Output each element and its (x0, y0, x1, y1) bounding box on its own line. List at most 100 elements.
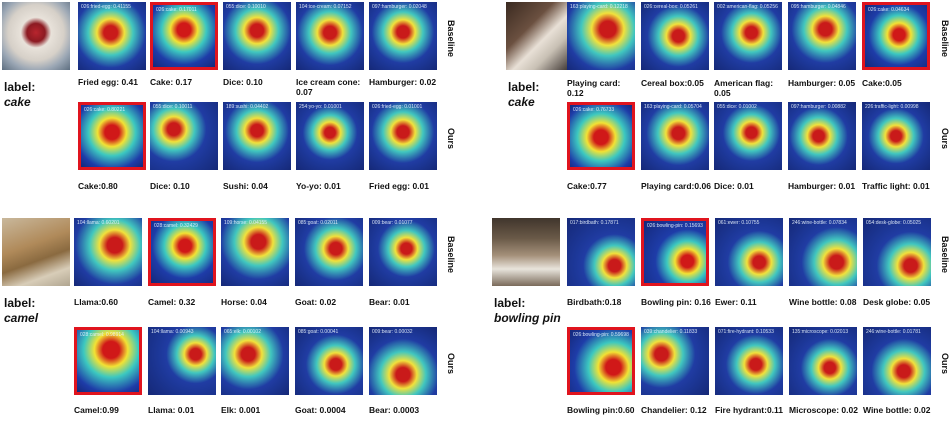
heatmap-image: 254:yo-yo: 0.01001 (296, 102, 364, 170)
label-word: label: (4, 80, 36, 94)
baseline-row-label: Baseline (446, 236, 456, 274)
prediction-caption: Goat: 0.02 (295, 297, 337, 307)
label-class: camel (4, 311, 39, 325)
heatmap-score-label: 071:fire-hydrant: 0.10533 (718, 329, 774, 335)
heatmap-image: 065:elk: 0.00102 (221, 327, 289, 395)
ours-row-label: Ours (940, 353, 950, 375)
heatmap-score-label: 039:chandelier: 0.11833 (644, 329, 698, 335)
heatmap-score-label: 135:microscope: 0.02013 (792, 329, 849, 335)
prediction-caption: Camel: 0.32 (148, 297, 196, 307)
selected-heatmap-image: 026:bowling-pin: 0.59698 (567, 327, 635, 395)
prediction-caption: Horse: 0.04 (221, 297, 267, 307)
baseline-row-label: Baseline (446, 20, 456, 58)
prediction-caption: Playing card: 0.12 (567, 78, 621, 98)
heatmap-score-label: 054:desk-globe: 0.05025 (866, 220, 922, 226)
prediction-caption: Hamburger: 0.01 (788, 181, 856, 191)
heatmap-image: 026:cereal-box: 0.05261 (641, 2, 709, 70)
heatmap-score-label: 026:cereal-box: 0.05261 (644, 4, 698, 10)
ours-row-label: Ours (940, 128, 950, 150)
heatmap-score-label: 246:wine-bottle: 0.07834 (792, 220, 847, 226)
heatmap-image: 009:bear: 0.01077 (369, 218, 437, 286)
ours-row-label: Ours (446, 353, 456, 375)
heatmap-score-label: 026:bowling-pin: 0.15693 (647, 223, 703, 229)
prediction-caption: Cake: 0.17 (150, 77, 193, 87)
prediction-caption: Chandelier: 0.12 (641, 405, 707, 415)
heatmap-score-label: 189:sushi: 0.04402 (226, 104, 269, 110)
heatmap-image: 189:sushi: 0.04402 (223, 102, 291, 170)
label-word: label: (508, 80, 540, 94)
heatmap-image: 097:hamburger: 0.02048 (369, 2, 437, 70)
prediction-caption: Hamburger: 0.05 (788, 78, 856, 88)
heatmap-image: 039:chandelier: 0.11833 (641, 327, 709, 395)
prediction-caption: Bear: 0.0003 (369, 405, 420, 415)
prediction-caption: Goat: 0.0004 (295, 405, 346, 415)
label-word: label: (494, 296, 526, 310)
heatmap-image: 226:traffic-light: 0.00998 (862, 102, 930, 170)
heatmap-image: 109:horse: 0.04155 (221, 218, 289, 286)
prediction-caption: Dice: 0.01 (714, 181, 754, 191)
prediction-caption: Fire hydrant:0.11 (715, 405, 784, 415)
prediction-caption: Wine bottle: 0.08 (789, 297, 857, 307)
selected-heatmap-image: 026:cake: 0.76733 (567, 102, 635, 170)
selected-heatmap-image: 026:cake: 0.80221 (78, 102, 146, 170)
heatmap-image: 135:microscope: 0.02013 (789, 327, 857, 395)
prediction-caption: Llama:0.60 (74, 297, 118, 307)
class-label: label: cake (508, 80, 578, 110)
original-image (492, 218, 560, 286)
heatmap-image: 055:dice: 0.10011 (150, 102, 218, 170)
heatmap-score-label: 085:goat: 0.00041 (298, 329, 339, 335)
heatmap-score-label: 097:hamburger: 0.00882 (791, 104, 846, 110)
selected-heatmap-image: 026:cake: 0.04634 (862, 2, 930, 70)
prediction-caption: Cereal box:0.05 (641, 78, 704, 88)
heatmap-image: 104:llama: 0.60201 (74, 218, 142, 286)
heatmap-image: 163:playing-card: 0.05704 (641, 102, 709, 170)
prediction-caption: Wine bottle: 0.02 (863, 405, 931, 415)
heatmap-image: 017:birdbath: 0.17871 (567, 218, 635, 286)
heatmap-score-label: 065:elk: 0.00102 (224, 329, 261, 335)
selected-heatmap-image: 026:bowling-pin: 0.15693 (641, 218, 709, 286)
heatmap-image: 163:playing-card: 0.12218 (567, 2, 635, 70)
heatmap-score-label: 017:birdbath: 0.17871 (570, 220, 619, 226)
heatmap-score-label: 163:playing-card: 0.05704 (644, 104, 702, 110)
heatmap-score-label: 104:llama: 0.60201 (77, 220, 120, 226)
prediction-caption: Ewer: 0.11 (715, 297, 757, 307)
baseline-row-label: Baseline (940, 20, 950, 58)
prediction-caption: Cake:0.80 (78, 181, 118, 191)
heatmap-score-label: 226:traffic-light: 0.00998 (865, 104, 919, 110)
heatmap-score-label: 104:ice-cream: 0.07152 (299, 4, 352, 10)
prediction-caption: Traffic light: 0.01 (862, 181, 930, 191)
prediction-caption: Cake:0.05 (862, 78, 902, 88)
heatmap-score-label: 055:dice: 0.10010 (226, 4, 266, 10)
heatmap-image: 104:llama: 0.00943 (148, 327, 216, 395)
heatmap-score-label: 028:camel: 0.32429 (154, 223, 198, 229)
heatmap-score-label: 009:bear: 0.00032 (372, 329, 413, 335)
heatmap-score-label: 104:llama: 0.00943 (151, 329, 194, 335)
heatmap-image: 085:goat: 0.02011 (295, 218, 363, 286)
heatmap-image: 097:hamburger: 0.00882 (788, 102, 856, 170)
original-image (2, 2, 70, 70)
prediction-caption: Fried egg: 0.01 (369, 181, 429, 191)
heatmap-score-label: 097:hamburger: 0.02048 (372, 4, 427, 10)
heatmap-image: 055:dice: 0.10010 (223, 2, 291, 70)
heatmap-score-label: 109:horse: 0.04155 (224, 220, 268, 226)
heatmap-image: 002:american-flag: 0.05256 (714, 2, 782, 70)
prediction-caption: American flag: 0.05 (714, 78, 774, 98)
prediction-caption: Dice: 0.10 (223, 77, 263, 87)
prediction-caption: Yo-yo: 0.01 (296, 181, 341, 191)
heatmap-score-label: 026:cake: 0.17011 (156, 7, 197, 13)
prediction-caption: Ice cream cone: 0.07 (296, 77, 361, 97)
selected-heatmap-image: 026:cake: 0.17011 (150, 2, 218, 70)
heatmap-score-label: 055:dice: 0.10011 (153, 104, 193, 110)
heatmap-image: 104:ice-cream: 0.07152 (296, 2, 364, 70)
prediction-caption: Desk globe: 0.05 (863, 297, 931, 307)
heatmap-score-label: 061:ewer: 0.10755 (718, 220, 760, 226)
selected-heatmap-image: 028:camel: 0.98914 (74, 327, 142, 395)
prediction-caption: Sushi: 0.04 (223, 181, 268, 191)
class-label: label: camel (4, 296, 74, 326)
label-class: bowling pin (494, 311, 561, 325)
label-class: cake (508, 95, 535, 109)
heatmap-score-label: 026:cake: 0.80221 (84, 107, 126, 113)
heatmap-score-label: 002:american-flag: 0.05256 (717, 4, 778, 10)
original-image (506, 2, 574, 70)
heatmap-image: 085:goat: 0.00041 (295, 327, 363, 395)
